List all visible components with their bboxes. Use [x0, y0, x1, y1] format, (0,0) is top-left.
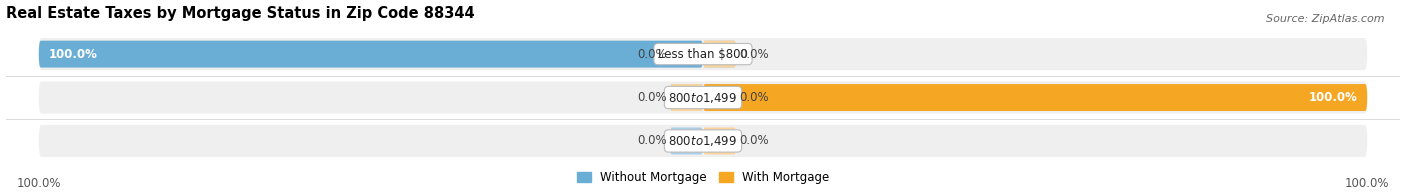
FancyBboxPatch shape: [39, 125, 1367, 157]
Text: Source: ZipAtlas.com: Source: ZipAtlas.com: [1267, 14, 1385, 24]
FancyBboxPatch shape: [703, 84, 1367, 111]
FancyBboxPatch shape: [703, 127, 737, 154]
FancyBboxPatch shape: [669, 84, 703, 111]
FancyBboxPatch shape: [703, 41, 737, 68]
FancyBboxPatch shape: [703, 41, 737, 68]
FancyBboxPatch shape: [669, 127, 703, 154]
Text: $800 to $1,499: $800 to $1,499: [668, 134, 738, 148]
Text: Less than $800: Less than $800: [658, 48, 748, 61]
Legend: Without Mortgage, With Mortgage: Without Mortgage, With Mortgage: [572, 167, 834, 189]
Text: 100.0%: 100.0%: [1309, 91, 1357, 104]
Text: Real Estate Taxes by Mortgage Status in Zip Code 88344: Real Estate Taxes by Mortgage Status in …: [6, 5, 474, 21]
Text: $800 to $1,499: $800 to $1,499: [668, 91, 738, 104]
FancyBboxPatch shape: [39, 41, 703, 68]
Text: 0.0%: 0.0%: [740, 134, 769, 147]
FancyBboxPatch shape: [39, 82, 1367, 114]
Text: 0.0%: 0.0%: [740, 48, 769, 61]
Text: 0.0%: 0.0%: [740, 91, 769, 104]
Text: 0.0%: 0.0%: [637, 48, 666, 61]
FancyBboxPatch shape: [669, 84, 703, 111]
Text: 100.0%: 100.0%: [49, 48, 97, 61]
Text: 0.0%: 0.0%: [637, 91, 666, 104]
FancyBboxPatch shape: [39, 38, 1367, 70]
Text: 0.0%: 0.0%: [637, 134, 666, 147]
